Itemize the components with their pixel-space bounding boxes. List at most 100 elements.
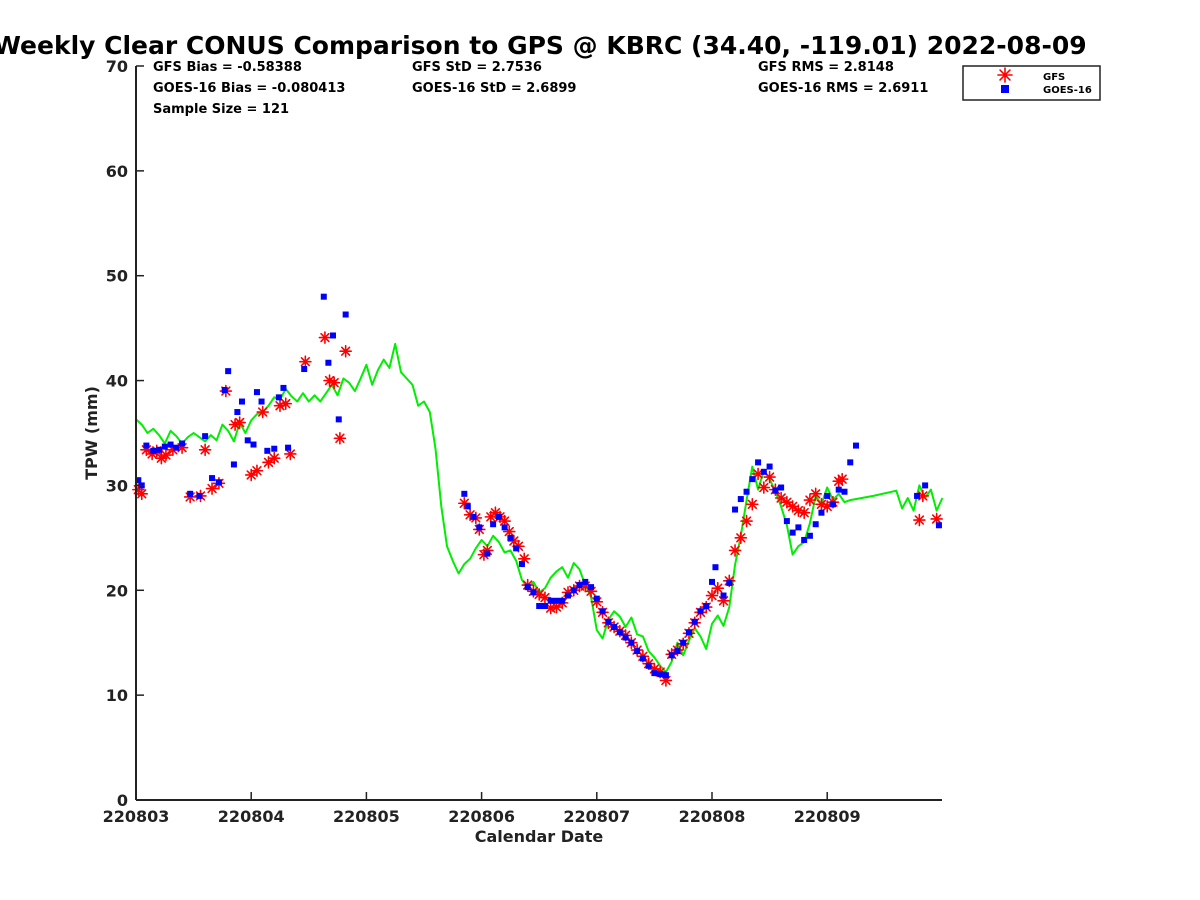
y-tick-label: 50 bbox=[106, 267, 128, 286]
goes-16-point bbox=[697, 608, 704, 615]
goes-16-point bbox=[530, 589, 537, 596]
goes-16-point bbox=[628, 639, 635, 646]
y-tick-label: 10 bbox=[106, 686, 128, 705]
goes-16-point bbox=[536, 603, 543, 610]
goes-16-point bbox=[320, 293, 327, 300]
goes-16-point bbox=[143, 442, 150, 449]
gfs-point bbox=[705, 589, 719, 602]
y-axis-label: TPW (mm) bbox=[82, 386, 101, 480]
goes-16-point bbox=[271, 445, 278, 452]
goes-16-point bbox=[553, 597, 560, 604]
goes-16-point bbox=[258, 398, 265, 405]
legend-goes-marker bbox=[1001, 85, 1009, 93]
goes-16-point bbox=[559, 597, 566, 604]
goes-16-point bbox=[657, 671, 664, 678]
goes-16-point bbox=[495, 513, 502, 520]
goes-16-point bbox=[524, 584, 531, 591]
goes-16-point bbox=[156, 446, 163, 453]
gfs-point bbox=[746, 498, 759, 511]
gfs-point bbox=[734, 531, 748, 545]
goes-16-point bbox=[674, 648, 681, 655]
goes-16-point bbox=[645, 662, 652, 669]
goes-16-point bbox=[737, 496, 744, 503]
x-tick-label: 220806 bbox=[448, 807, 515, 826]
goes-16-point bbox=[588, 584, 595, 591]
x-tick-label: 220807 bbox=[563, 807, 630, 826]
goes-16-point bbox=[789, 529, 796, 536]
gfs-point bbox=[728, 544, 742, 557]
gfs-point bbox=[135, 487, 149, 501]
gfs-point bbox=[250, 464, 264, 478]
gfs-point bbox=[198, 443, 212, 457]
goes-16-point bbox=[829, 501, 836, 508]
goes-16-point bbox=[605, 618, 612, 625]
goes-16-point bbox=[749, 476, 756, 483]
goes-16-point bbox=[806, 532, 813, 539]
gfs-point bbox=[233, 416, 246, 429]
goes-16-point bbox=[818, 509, 825, 516]
y-tick-label: 70 bbox=[106, 57, 128, 76]
goes-16-point bbox=[264, 447, 271, 454]
gfs-std-stat: GFS StD = 2.7536 bbox=[412, 60, 542, 75]
gfs-point bbox=[797, 506, 811, 519]
gfs-point bbox=[803, 493, 817, 507]
goes-16-point bbox=[513, 545, 520, 552]
gfs-point bbox=[913, 513, 926, 527]
gfs-point bbox=[333, 431, 347, 445]
goes-16-point bbox=[301, 366, 308, 373]
goes-16-point bbox=[922, 482, 929, 489]
goes-16-point bbox=[634, 648, 641, 655]
gfs-point bbox=[299, 355, 312, 368]
x-tick-label: 220804 bbox=[218, 807, 285, 826]
goes-16-point bbox=[173, 444, 180, 451]
goes-16-point bbox=[187, 490, 194, 497]
goes-16-point bbox=[622, 634, 629, 641]
legend-gfs-label: GFS bbox=[1043, 72, 1065, 83]
gfs-point bbox=[339, 344, 352, 358]
goes-16-point bbox=[565, 592, 571, 599]
goes-16-point bbox=[507, 534, 514, 541]
goes-16-point bbox=[238, 398, 245, 405]
goes-16-point bbox=[196, 492, 203, 499]
goes-16-point bbox=[593, 595, 600, 602]
goes-16-point bbox=[342, 311, 349, 318]
goes-16-point bbox=[712, 564, 719, 571]
goes-16-point bbox=[464, 503, 471, 510]
goes-16-point bbox=[841, 488, 848, 495]
goes-16-point bbox=[335, 416, 342, 423]
goes-16-point bbox=[209, 475, 216, 482]
goes-bias-stat: GOES-16 Bias = -0.080413 bbox=[153, 81, 345, 96]
goes-16-point bbox=[490, 521, 497, 528]
legend-gfs-marker bbox=[997, 67, 1013, 83]
goes-16-point bbox=[501, 524, 508, 531]
goes-16-point bbox=[476, 524, 483, 531]
goes-16-point bbox=[541, 603, 548, 610]
goes-16-point bbox=[662, 672, 669, 679]
gfs-rms-stat: GFS RMS = 2.8148 bbox=[758, 60, 894, 75]
goes-16-point bbox=[680, 639, 687, 646]
goes-16-point bbox=[329, 332, 336, 339]
y-tick-label: 0 bbox=[117, 791, 128, 810]
goes-16-point bbox=[179, 440, 186, 447]
goes-16-point bbox=[280, 384, 287, 391]
goes-16-point bbox=[616, 629, 623, 636]
goes-16-point bbox=[202, 433, 209, 440]
goes-rms-stat: GOES-16 RMS = 2.6911 bbox=[758, 81, 928, 96]
goes-16-point bbox=[225, 368, 232, 375]
goes-16-point bbox=[778, 484, 785, 491]
goes-16-point bbox=[726, 579, 733, 586]
gfs-point bbox=[205, 482, 219, 495]
goes-16-point bbox=[253, 389, 260, 396]
chart-title: Weekly Clear CONUS Comparison to GPS @ K… bbox=[0, 31, 1087, 60]
goes-16-point bbox=[853, 442, 859, 449]
goes-16-point bbox=[668, 652, 675, 659]
gfs-point bbox=[538, 591, 552, 604]
gfs-point bbox=[159, 448, 173, 462]
gfs-point bbox=[327, 376, 341, 389]
goes-16-point bbox=[772, 487, 779, 494]
legend-goes-label: GOES-16 bbox=[1043, 85, 1092, 96]
gfs-point bbox=[757, 481, 771, 494]
gfs-bias-stat: GFS Bias = -0.58388 bbox=[153, 60, 302, 75]
gfs-point bbox=[279, 397, 293, 410]
plot-area bbox=[132, 293, 944, 687]
